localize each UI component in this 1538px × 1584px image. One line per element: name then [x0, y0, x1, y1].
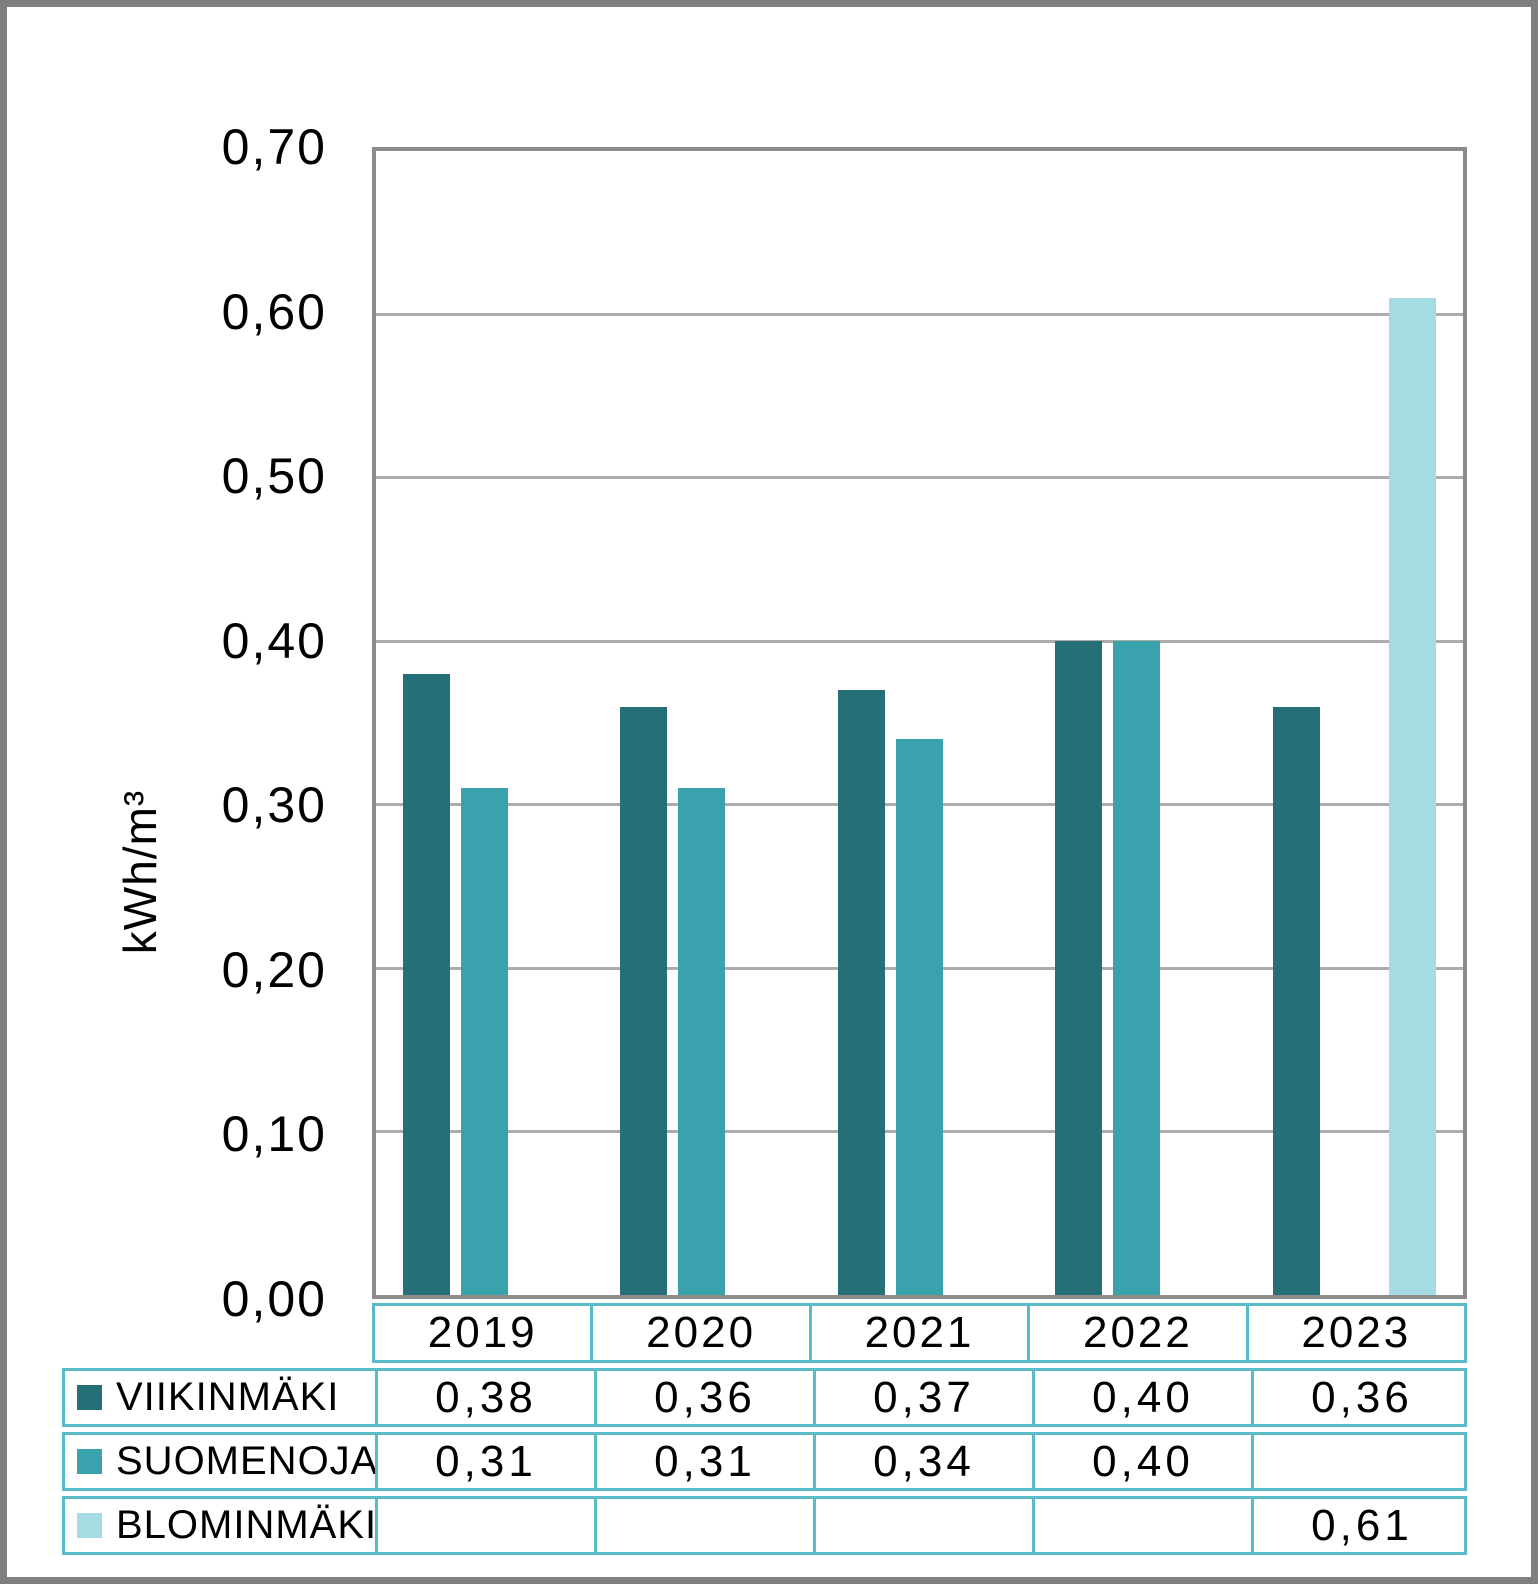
y-tick-label-0-20: 0,20: [221, 941, 327, 998]
bar-viikinmaki-2022: [1055, 641, 1103, 1295]
bar-viikinmaki-2023: [1272, 706, 1320, 1295]
bar-suomenoja-2022: [1113, 641, 1161, 1295]
value-cell-blominmaki-2023: 0,61: [1251, 1499, 1470, 1552]
table-row-suomenoja: SUOMENOJA 0,31 0,31 0,34 0,40: [62, 1432, 1467, 1491]
legend-label-viikinmaki: VIIKINMÄKI: [65, 1371, 375, 1424]
legend-swatch-suomenoja: [77, 1449, 102, 1474]
y-tick-label-0-00: 0,00: [221, 1271, 327, 1327]
legend-swatch-viikinmaki: [77, 1385, 102, 1410]
value-cell-viikinmaki-2020: 0,36: [594, 1371, 813, 1424]
y-tick-label-0-10: 0,10: [221, 1106, 327, 1163]
bar-suomenoja-2021: [895, 739, 943, 1295]
legend-swatch-blominmaki: [77, 1513, 102, 1538]
bar-viikinmaki-2021: [837, 690, 885, 1295]
bar-suomenoja-2019: [461, 788, 508, 1295]
y-tick-label-0-40: 0,40: [221, 612, 327, 669]
x-axis-year-header-row: 2019 2020 2021 2022 2023: [372, 1303, 1467, 1363]
legend-name-suomenoja: SUOMENOJA: [116, 1439, 379, 1483]
y-tick-label-0-70: 0,70: [221, 119, 327, 175]
value-cell-blominmaki-2020: [594, 1499, 813, 1552]
value-cell-blominmaki-2022: [1032, 1499, 1251, 1552]
table-row-blominmaki: BLOMINMÄKI 0,61: [62, 1496, 1467, 1555]
value-cell-suomenoja-2023: [1251, 1435, 1470, 1488]
year-header-2021: 2021: [808, 1306, 1027, 1360]
table-row-viikinmaki: VIIKINMÄKI 0,38 0,36 0,37 0,40 0,36: [62, 1368, 1467, 1427]
y-tick-label-0-30: 0,30: [221, 777, 327, 834]
value-cell-viikinmaki-2021: 0,37: [813, 1371, 1032, 1424]
gridline: [376, 476, 1463, 480]
year-header-2022: 2022: [1027, 1306, 1245, 1360]
value-cell-suomenoja-2019: 0,31: [375, 1435, 594, 1488]
y-tick-label-0-60: 0,60: [221, 283, 327, 340]
value-cell-suomenoja-2022: 0,40: [1032, 1435, 1251, 1488]
y-tick-label-0-50: 0,50: [221, 448, 327, 505]
gridline: [376, 639, 1463, 643]
value-cell-blominmaki-2021: [813, 1499, 1032, 1552]
bar-suomenoja-2020: [678, 788, 726, 1295]
plot-area: [372, 147, 1467, 1299]
value-cell-viikinmaki-2023: 0,36: [1251, 1371, 1470, 1424]
legend-name-blominmaki: BLOMINMÄKI: [116, 1503, 378, 1547]
year-header-2019: 2019: [427, 1308, 538, 1357]
legend-name-viikinmaki: VIIKINMÄKI: [116, 1375, 340, 1419]
bar-viikinmaki-2019: [403, 673, 450, 1295]
value-cell-viikinmaki-2019: 0,38: [375, 1371, 594, 1424]
year-header-2020: 2020: [590, 1306, 808, 1360]
bar-viikinmaki-2020: [620, 706, 668, 1295]
value-cell-suomenoja-2021: 0,34: [813, 1435, 1032, 1488]
year-header-2023: 2023: [1245, 1306, 1464, 1360]
value-cell-viikinmaki-2022: 0,40: [1032, 1371, 1251, 1424]
legend-label-suomenoja: SUOMENOJA: [65, 1435, 379, 1488]
legend-label-blominmaki: BLOMINMÄKI: [65, 1499, 378, 1552]
value-cell-blominmaki-2019: [375, 1499, 594, 1552]
bar-blominmaki-2023: [1388, 298, 1436, 1295]
gridline: [376, 312, 1463, 316]
value-cell-suomenoja-2020: 0,31: [594, 1435, 813, 1488]
